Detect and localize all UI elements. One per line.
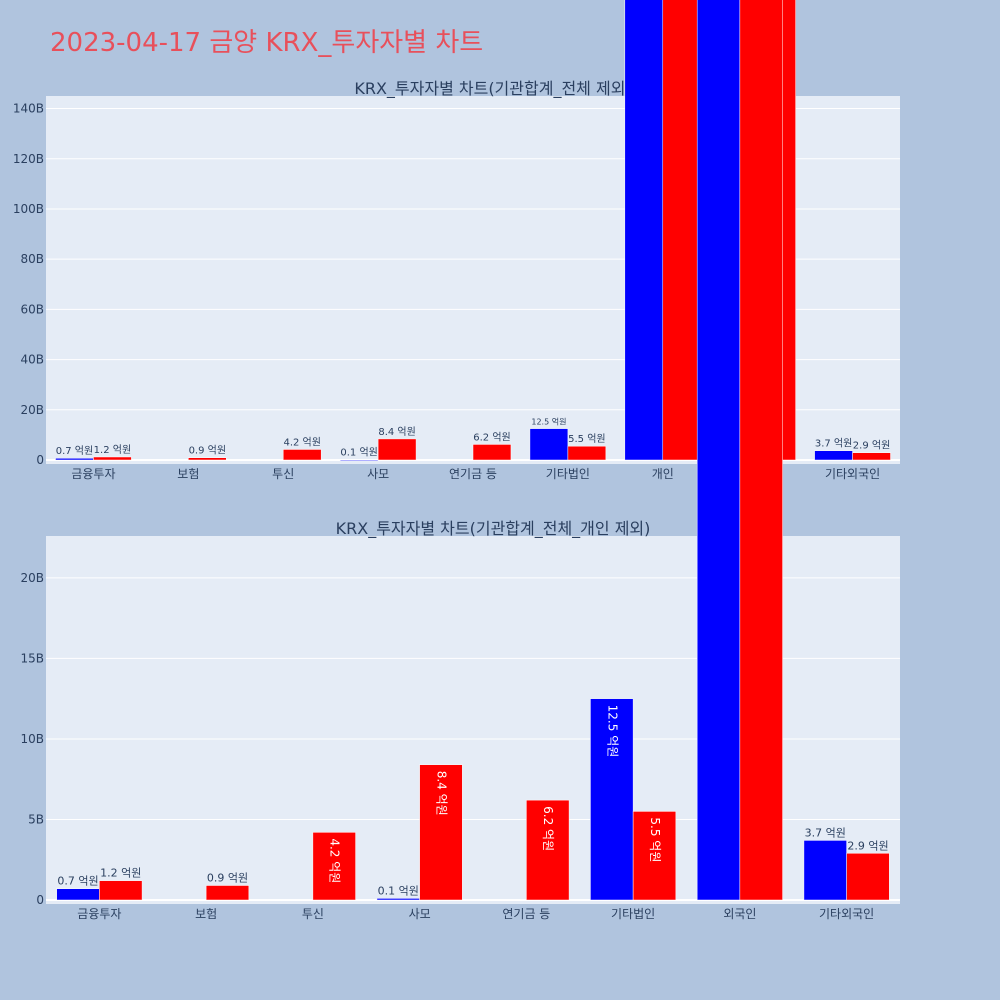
- x-tick-label: 사모: [409, 907, 431, 921]
- bar-data-label: 0.7 억원: [56, 445, 93, 457]
- bar-data-label: 0.9 억원: [207, 872, 248, 885]
- chart-title: KRX_투자자별 차트(기관합계_전체_개인 제외): [336, 519, 651, 539]
- bar: [376, 898, 420, 901]
- x-tick-label: 연기금 등: [449, 467, 497, 481]
- y-tick-label: 0: [36, 893, 44, 907]
- y-tick-label: 60B: [20, 302, 44, 316]
- bar: [282, 449, 322, 461]
- bar: [567, 445, 607, 461]
- y-tick-label: 40B: [20, 353, 44, 367]
- x-tick-label: 기타법인: [611, 907, 655, 921]
- x-tick-label: 개인: [652, 467, 674, 481]
- bar: [205, 885, 250, 901]
- bar: [739, 0, 783, 901]
- bar: [526, 799, 570, 901]
- x-tick-label: 금융투자: [77, 907, 121, 921]
- bar: [188, 457, 227, 461]
- bar-data-label: 5.5 억원: [568, 433, 605, 445]
- x-tick-label: 보험: [177, 467, 199, 481]
- bar-data-label: 6.2 억원: [541, 806, 555, 851]
- bar-data-label: 3.7 억원: [815, 438, 852, 450]
- bar: [590, 698, 634, 901]
- x-tick-label: 금융투자: [71, 467, 115, 481]
- bar: [803, 840, 847, 901]
- bar-data-label: 12.5 억원: [531, 417, 566, 427]
- bar-data-label: 0.7 억원: [57, 875, 98, 888]
- chart-title: KRX_투자자별 차트(기관합계_전체 제외): [354, 79, 631, 99]
- x-tick-label: 외국인: [723, 907, 756, 921]
- bar-data-label: 1.2 억원: [94, 444, 131, 456]
- bar: [312, 832, 356, 901]
- bar-data-label: 6.2 억원: [473, 431, 510, 443]
- bar-data-label: 5.5 억원: [648, 817, 662, 862]
- bar: [632, 811, 677, 901]
- bar: [377, 438, 417, 461]
- bar: [472, 444, 512, 461]
- page-title: 2023-04-17 금양 KRX_투자자별 차트: [50, 28, 484, 58]
- bar: [529, 428, 569, 461]
- bar-data-label: 3.7 억원: [805, 826, 846, 839]
- bar: [56, 888, 100, 901]
- bar: [662, 0, 701, 461]
- y-tick-label: 20B: [20, 571, 44, 585]
- y-tick-label: 20B: [20, 403, 44, 417]
- bar: [624, 0, 664, 461]
- bar-data-label: 0.9 억원: [189, 445, 226, 457]
- x-tick-label: 투신: [302, 907, 324, 921]
- x-tick-label: 기타외국인: [819, 907, 874, 921]
- y-tick-label: 0: [36, 453, 44, 467]
- x-tick-label: 기타외국인: [825, 467, 880, 481]
- bar: [419, 764, 463, 901]
- bar-data-label: 12.5 억원: [605, 705, 619, 758]
- bar-data-label: 4.2 억원: [328, 838, 342, 883]
- bar: [852, 452, 891, 461]
- bar: [846, 853, 890, 901]
- bar-data-label: 1.2 억원: [100, 867, 141, 880]
- y-tick-label: 15B: [20, 651, 44, 665]
- y-tick-label: 120B: [13, 152, 44, 166]
- bar-data-label: 8.4 억원: [378, 426, 415, 438]
- y-tick-label: 100B: [13, 202, 44, 216]
- y-tick-label: 5B: [28, 812, 44, 826]
- bar-data-label: 2.9 억원: [847, 839, 888, 852]
- bar-data-label: 4.2 억원: [283, 436, 320, 448]
- bar-data-label: 8.4 억원: [434, 771, 448, 816]
- x-tick-label: 보험: [195, 907, 217, 921]
- y-tick-label: 10B: [20, 732, 44, 746]
- x-tick-label: 사모: [367, 467, 389, 481]
- bar: [99, 880, 143, 901]
- bar: [93, 456, 132, 461]
- bar-data-label: 2.9 억원: [853, 440, 890, 452]
- bar-data-label: 0.1 억원: [378, 884, 419, 897]
- bar-data-label: 0.1 억원: [340, 447, 377, 459]
- y-tick-label: 80B: [20, 252, 44, 266]
- x-tick-label: 기타법인: [546, 467, 590, 481]
- x-tick-label: 연기금 등: [502, 907, 550, 921]
- x-tick-label: 투신: [272, 467, 294, 481]
- y-tick-label: 140B: [13, 102, 44, 116]
- bar: [696, 0, 741, 901]
